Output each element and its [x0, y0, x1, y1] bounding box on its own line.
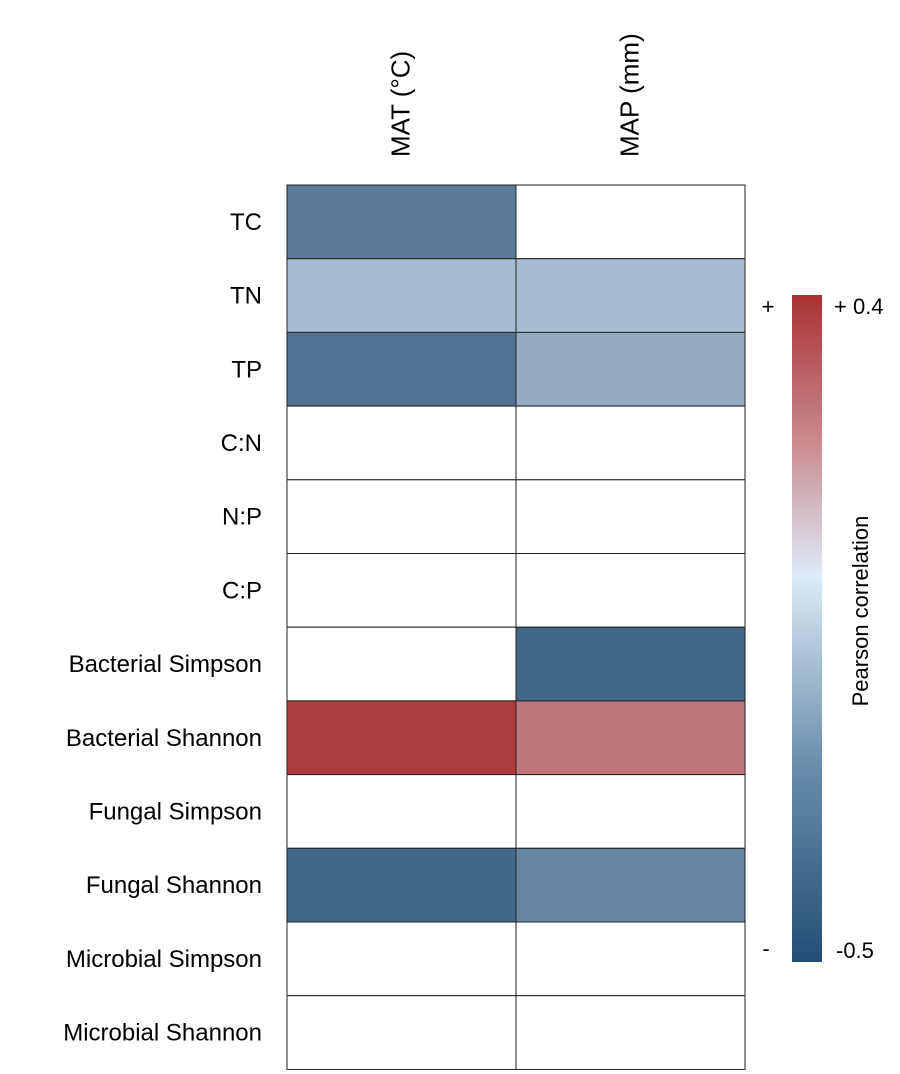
row-label: Bacterial Simpson — [69, 651, 262, 678]
heatmap-cell — [515, 847, 746, 923]
heatmap-cell — [286, 258, 517, 333]
colorbar-min-label: -0.5 — [836, 938, 874, 963]
heatmap-cell — [286, 995, 517, 1070]
column-label: MAP (mm) — [615, 33, 645, 157]
heatmap-cell — [286, 774, 517, 849]
row-label: Fungal Simpson — [89, 798, 262, 825]
row-label: N:P — [222, 504, 262, 531]
heatmap-cell — [286, 331, 517, 407]
heatmap-cell — [515, 553, 746, 628]
row-label: TC — [230, 209, 262, 236]
heatmap-cell — [286, 847, 517, 923]
heatmap-cell — [515, 479, 746, 554]
column-label: MAT (°C) — [386, 51, 416, 157]
row-label: Microbial Simpson — [66, 946, 262, 973]
heatmap-cell — [515, 331, 746, 407]
colorbar: + + 0.4 - -0.5 Pearson correlation — [762, 294, 884, 963]
row-label: Microbial Shannon — [63, 1020, 262, 1047]
heatmap-cell — [515, 405, 746, 481]
heatmap-cell — [515, 626, 746, 702]
row-label: Bacterial Shannon — [66, 725, 262, 752]
heatmap-cell — [515, 774, 746, 849]
heatmap-cell — [286, 479, 517, 554]
heatmap-cells — [286, 184, 746, 1070]
colorbar-max-label: + 0.4 — [834, 294, 884, 319]
heatmap-cell — [515, 700, 746, 776]
heatmap-cell — [515, 921, 746, 997]
colorbar-gradient — [792, 295, 822, 962]
heatmap-cell — [286, 184, 517, 260]
heatmap-cell — [515, 258, 746, 333]
row-label: Fungal Shannon — [86, 872, 262, 899]
heatmap-cell — [515, 184, 746, 260]
heatmap-cell — [286, 405, 517, 481]
colorbar-minus-sign: - — [762, 936, 769, 961]
heatmap-cell — [515, 995, 746, 1070]
heatmap-cell — [286, 700, 517, 776]
colorbar-title: Pearson correlation — [848, 516, 873, 707]
heatmap-cell — [286, 921, 517, 997]
heatmap-cell — [286, 626, 517, 702]
row-label: TP — [231, 356, 262, 383]
row-label: C:P — [222, 577, 262, 604]
row-label: TN — [230, 283, 262, 310]
row-labels: TC TN TP C:N N:P C:P Bacterial Simpson Bacteria… — [63, 209, 262, 1047]
heatmap-cell — [286, 553, 517, 628]
column-labels: MAT (°C) MAP (mm) — [386, 33, 645, 157]
row-label: C:N — [221, 430, 262, 457]
colorbar-plus-sign: + — [762, 294, 775, 319]
